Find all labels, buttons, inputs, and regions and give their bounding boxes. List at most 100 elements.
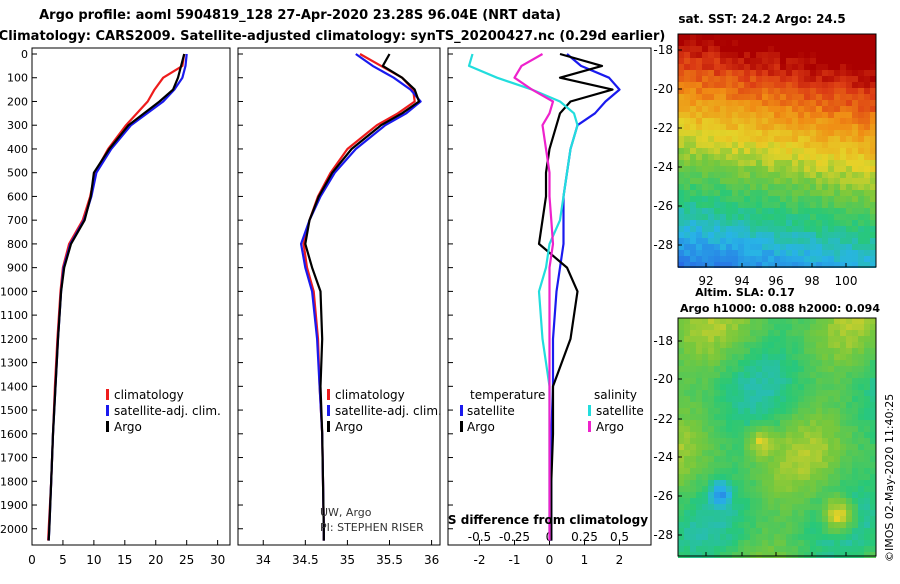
map-cell (708, 348, 714, 354)
map-cell (846, 348, 852, 354)
map-cell (864, 238, 870, 244)
map-cell (690, 184, 696, 190)
map-cell (702, 82, 708, 88)
map-cell (702, 546, 708, 552)
map-cell (696, 504, 702, 510)
sla-map (678, 318, 876, 558)
map-cell (834, 196, 840, 202)
map-cell (702, 456, 708, 462)
map-cell (744, 510, 750, 516)
map-cell (738, 432, 744, 438)
map-cell (720, 480, 726, 486)
map-cell (798, 402, 804, 408)
map-cell (744, 256, 750, 262)
map-cell (804, 154, 810, 160)
map-cell (780, 426, 786, 432)
map-cell (780, 408, 786, 414)
map-cell (780, 160, 786, 166)
map-cell (720, 402, 726, 408)
map-cell (786, 148, 792, 154)
map-cell (828, 64, 834, 70)
map-cell (768, 172, 774, 178)
map-cell (816, 154, 822, 160)
map-cell (696, 522, 702, 528)
map-cell (852, 124, 858, 130)
map-cell (852, 348, 858, 354)
map-cell (786, 522, 792, 528)
map-cell (696, 354, 702, 360)
map-cell (786, 220, 792, 226)
map-cell (708, 546, 714, 552)
map-cell (756, 330, 762, 336)
map-cell (708, 318, 714, 324)
map-cell (870, 88, 876, 94)
map-cell (864, 324, 870, 330)
map-cell (714, 486, 720, 492)
map-cell (768, 208, 774, 214)
map-cell (750, 184, 756, 190)
map-cell (798, 82, 804, 88)
map-cell (714, 76, 720, 82)
map-cell (804, 256, 810, 262)
map-cell (804, 408, 810, 414)
map-cell (798, 504, 804, 510)
map-cell (714, 378, 720, 384)
map-cell (702, 256, 708, 262)
map-cell (828, 534, 834, 540)
map-cell (774, 438, 780, 444)
map-cell (834, 58, 840, 64)
map-cell (798, 534, 804, 540)
map-cell (762, 238, 768, 244)
map-cell (762, 88, 768, 94)
map-cell (846, 184, 852, 190)
map-cell (726, 40, 732, 46)
map-cell (678, 94, 684, 100)
map-cell (858, 516, 864, 522)
map-cell (756, 76, 762, 82)
map-cell (690, 58, 696, 64)
map-cell (678, 190, 684, 196)
map-cell (840, 432, 846, 438)
map-cell (786, 456, 792, 462)
map-cell (744, 378, 750, 384)
map-cell (846, 414, 852, 420)
map-cell (792, 414, 798, 420)
map-cell (840, 226, 846, 232)
map-cell (786, 366, 792, 372)
map-cell (702, 52, 708, 58)
map-cell (756, 378, 762, 384)
map-cell (828, 154, 834, 160)
map-cell (732, 354, 738, 360)
map-cell (708, 70, 714, 76)
map-cell (816, 202, 822, 208)
map-cell (756, 372, 762, 378)
map-cell (774, 208, 780, 214)
map-cell (720, 178, 726, 184)
map-cell (786, 402, 792, 408)
map-cell (816, 450, 822, 456)
map-cell (792, 516, 798, 522)
map-cell (738, 450, 744, 456)
map-cell (744, 148, 750, 154)
map-cell (804, 426, 810, 432)
map-cell (804, 52, 810, 58)
map-cell (726, 366, 732, 372)
map-cell (768, 262, 774, 268)
map-cell (756, 318, 762, 324)
map-cell (762, 46, 768, 52)
map-cell (696, 256, 702, 262)
series-line-satellite-adj-clim- (300, 53, 422, 541)
map-cell (786, 540, 792, 546)
map-cell (834, 34, 840, 40)
map-cell (792, 226, 798, 232)
map-cell (774, 40, 780, 46)
map-cell (864, 70, 870, 76)
map-cell (828, 408, 834, 414)
map-cell (750, 354, 756, 360)
map-cell (810, 450, 816, 456)
map-cell (864, 256, 870, 262)
map-cell (762, 226, 768, 232)
map-cell (828, 468, 834, 474)
map-cell (684, 390, 690, 396)
map-cell (864, 450, 870, 456)
